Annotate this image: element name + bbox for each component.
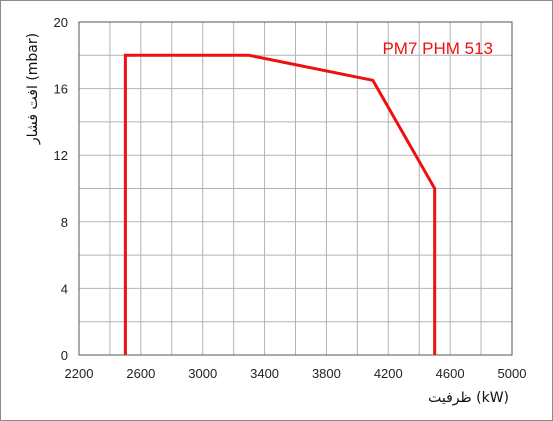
grid-lines bbox=[79, 22, 512, 355]
x-tick-label: 2600 bbox=[126, 366, 155, 381]
y-tick-label: 4 bbox=[61, 281, 68, 296]
x-tick-label: 3000 bbox=[188, 366, 217, 381]
series-line bbox=[123, 53, 437, 355]
y-tick-label: 16 bbox=[54, 82, 68, 97]
y-tick-label: 8 bbox=[61, 215, 68, 230]
x-tick-label: 4200 bbox=[374, 366, 403, 381]
series-layer: PM7 PHM 513 bbox=[123, 39, 493, 355]
y-tick-label: 12 bbox=[54, 148, 68, 163]
y-axis-title: افت فشار (mbar) bbox=[25, 33, 41, 145]
y-tick-labels: 0 4 8 12 16 20 bbox=[54, 15, 68, 363]
x-tick-label: 3800 bbox=[312, 366, 341, 381]
x-tick-label: 4600 bbox=[436, 366, 465, 381]
x-tick-label: 2200 bbox=[65, 366, 94, 381]
x-tick-label: 3400 bbox=[250, 366, 279, 381]
y-tick-label: 0 bbox=[61, 348, 68, 363]
y-tick-label: 20 bbox=[54, 15, 68, 30]
plot-area bbox=[78, 21, 513, 356]
x-tick-label: 5000 bbox=[498, 366, 527, 381]
x-tick-labels: 2200 2600 3000 3400 3800 4200 4600 5000 bbox=[65, 366, 527, 381]
x-axis-title: ظرفیت (kW) bbox=[428, 390, 509, 406]
series-label: PM7 PHM 513 bbox=[382, 39, 493, 58]
